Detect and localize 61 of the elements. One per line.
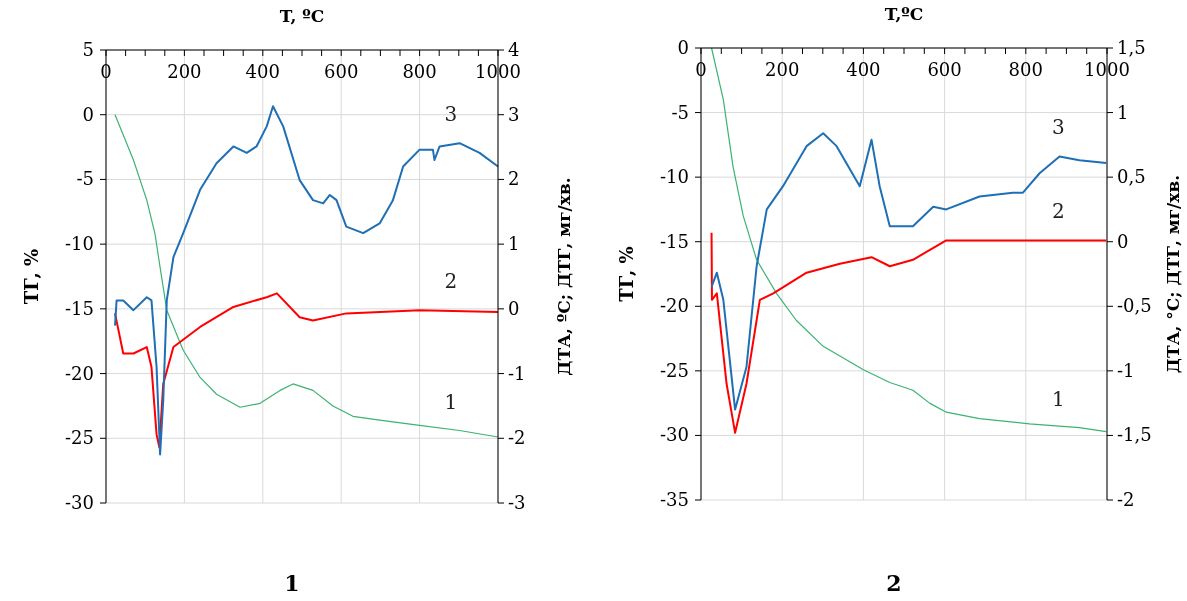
x-tick-label: 200	[167, 61, 202, 82]
series-label: 1	[444, 389, 458, 414]
y2-tick-label: -2	[508, 427, 526, 449]
series-label: 3	[1051, 115, 1065, 140]
y-tick-label: -30	[65, 492, 94, 513]
x-tick-label: 1000	[475, 61, 521, 82]
y2-tick-label: 1	[508, 233, 520, 255]
y2-tick-label: -1	[1117, 359, 1135, 381]
y2-tick-label: 1	[1117, 101, 1129, 123]
y-axis-title: ТГ, %	[21, 248, 42, 305]
y2-axis-title: ДТА, °С; ДТГ, мг/хв.	[1163, 174, 1183, 374]
y-tick-label: 5	[82, 39, 94, 60]
y-tick-label: -20	[660, 295, 689, 317]
series-label: 1	[1051, 386, 1065, 411]
x-axis-title: T,ºC	[884, 4, 924, 24]
line-series	[710, 132, 1108, 411]
series-label: 2	[444, 269, 458, 294]
y2-axis-title: ДТА, ºС; ДТГ, мг/хв.	[554, 177, 574, 376]
y-tick-label: -25	[65, 427, 94, 449]
y-tick-label: -25	[660, 359, 689, 381]
y-tick-label: -30	[660, 424, 689, 446]
text: 2	[886, 570, 902, 596]
y2-tick-label: 3	[508, 103, 520, 125]
y2-tick-label: 2	[508, 168, 520, 190]
line-series	[710, 231, 1108, 434]
y2-tick-label: -0,5	[1117, 295, 1152, 317]
y-tick-label: -15	[65, 297, 94, 319]
x-tick-label: 0	[100, 61, 112, 82]
y-axis-title: ТГ, %	[616, 246, 637, 302]
text: 1	[284, 570, 300, 596]
y-tick-label: -10	[660, 166, 689, 188]
x-tick-label: 1000	[1084, 59, 1130, 80]
y-tick-label: -35	[660, 489, 689, 510]
y2-tick-label: -2	[1117, 489, 1135, 510]
y-tick-label: -5	[671, 101, 689, 123]
x-tick-label: 800	[1008, 59, 1043, 80]
y-tick-label: -10	[65, 233, 94, 255]
y-tick-label: 0	[677, 37, 689, 58]
y2-tick-label: -1	[508, 362, 526, 384]
y2-tick-label: -1,5	[1117, 424, 1152, 446]
y2-tick-label: 0	[508, 297, 520, 319]
x-axis-title: T, ºC	[279, 6, 325, 26]
y-tick-label: -20	[65, 362, 94, 384]
y2-tick-label: 0	[1117, 230, 1129, 252]
y2-tick-label: -3	[508, 492, 526, 513]
series-label: 2	[1051, 199, 1065, 224]
x-tick-label: 400	[846, 59, 881, 80]
x-tick-label: 600	[927, 59, 962, 80]
x-tick-label: 800	[402, 61, 437, 82]
y-tick-label: -5	[76, 168, 94, 190]
x-tick-label: 0	[695, 59, 707, 80]
series-label: 3	[444, 102, 458, 127]
x-tick-label: 200	[765, 59, 800, 80]
y-tick-label: 0	[82, 103, 94, 125]
line-series	[114, 292, 499, 449]
y2-tick-label: 4	[508, 39, 520, 60]
y2-tick-label: 0,5	[1117, 166, 1146, 188]
y-tick-label: -15	[660, 230, 689, 252]
x-tick-label: 400	[245, 61, 280, 82]
y2-tick-label: 1,5	[1117, 37, 1146, 58]
x-tick-label: 600	[324, 61, 359, 82]
